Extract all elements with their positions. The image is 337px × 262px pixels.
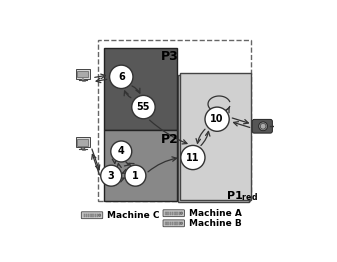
Circle shape (180, 212, 183, 214)
FancyBboxPatch shape (76, 69, 90, 79)
Circle shape (110, 65, 133, 89)
FancyBboxPatch shape (172, 211, 173, 215)
FancyBboxPatch shape (174, 211, 176, 215)
FancyBboxPatch shape (104, 48, 177, 130)
Text: P2: P2 (161, 133, 179, 146)
FancyBboxPatch shape (88, 214, 89, 217)
FancyBboxPatch shape (76, 138, 90, 147)
Text: P1$_{\mathregular{red}}$: P1$_{\mathregular{red}}$ (226, 189, 258, 203)
FancyBboxPatch shape (180, 73, 251, 200)
FancyBboxPatch shape (172, 222, 173, 225)
FancyBboxPatch shape (84, 214, 85, 217)
FancyBboxPatch shape (92, 214, 94, 217)
FancyBboxPatch shape (90, 214, 92, 217)
Circle shape (181, 145, 205, 170)
FancyBboxPatch shape (95, 214, 96, 217)
Circle shape (111, 141, 132, 162)
Text: 10: 10 (210, 114, 224, 124)
Text: 55: 55 (137, 102, 150, 112)
FancyBboxPatch shape (178, 75, 249, 202)
Text: Machine C: Machine C (107, 211, 160, 220)
Circle shape (260, 123, 266, 129)
Circle shape (125, 165, 146, 186)
FancyBboxPatch shape (81, 212, 103, 219)
Text: 1: 1 (132, 171, 139, 181)
Circle shape (180, 222, 183, 225)
FancyBboxPatch shape (78, 139, 88, 146)
Polygon shape (81, 79, 85, 80)
FancyBboxPatch shape (174, 222, 176, 225)
Text: 4: 4 (118, 146, 125, 156)
Circle shape (132, 95, 155, 119)
Text: Machine A: Machine A (189, 209, 242, 218)
FancyBboxPatch shape (176, 211, 178, 215)
FancyBboxPatch shape (78, 71, 88, 77)
Circle shape (101, 165, 122, 186)
FancyBboxPatch shape (170, 211, 171, 215)
Text: P3: P3 (161, 50, 179, 63)
FancyBboxPatch shape (165, 222, 167, 225)
Text: 11: 11 (186, 152, 200, 162)
FancyBboxPatch shape (98, 40, 251, 201)
Text: Machine B: Machine B (189, 219, 242, 228)
Circle shape (98, 214, 101, 216)
FancyBboxPatch shape (86, 214, 87, 217)
FancyBboxPatch shape (165, 211, 167, 215)
FancyBboxPatch shape (179, 222, 180, 225)
FancyBboxPatch shape (104, 130, 177, 201)
FancyBboxPatch shape (163, 210, 184, 217)
FancyBboxPatch shape (252, 119, 272, 133)
FancyBboxPatch shape (176, 222, 178, 225)
Text: 6: 6 (118, 72, 125, 82)
FancyBboxPatch shape (167, 222, 169, 225)
FancyBboxPatch shape (167, 211, 169, 215)
Circle shape (259, 122, 268, 131)
Text: 3: 3 (108, 171, 115, 181)
FancyBboxPatch shape (97, 214, 98, 217)
Polygon shape (81, 147, 85, 149)
FancyBboxPatch shape (170, 222, 171, 225)
Circle shape (205, 107, 229, 131)
FancyBboxPatch shape (179, 211, 180, 215)
FancyBboxPatch shape (163, 220, 184, 227)
